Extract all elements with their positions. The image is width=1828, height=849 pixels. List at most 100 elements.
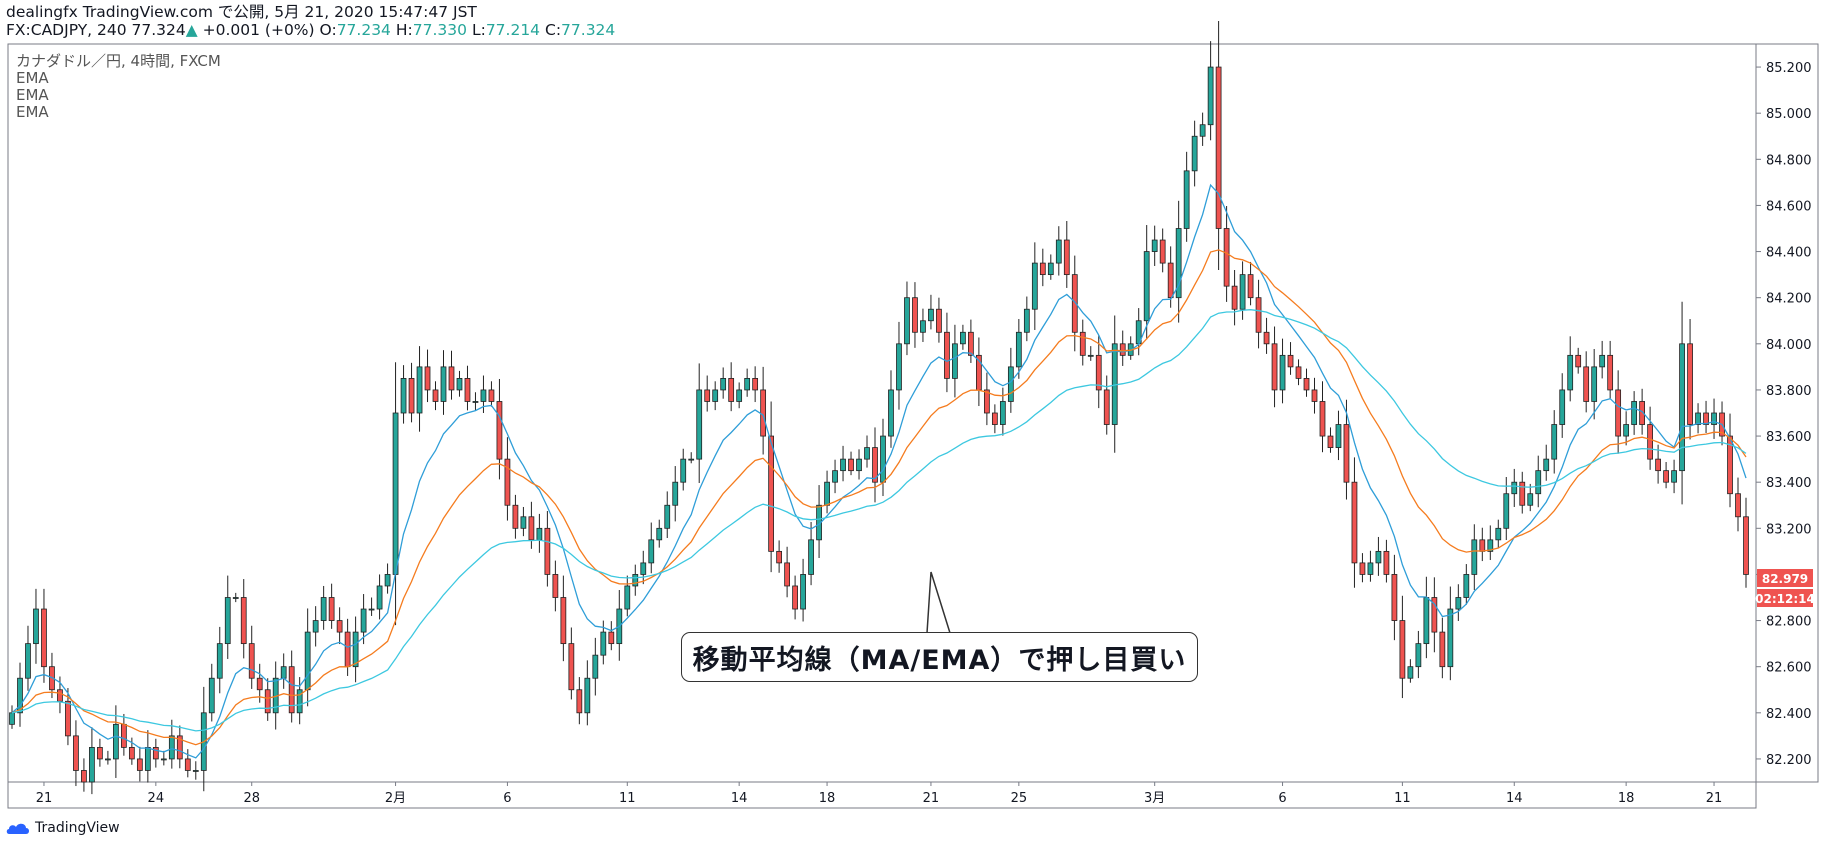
candle-body	[568, 643, 575, 691]
publish-info: dealingfx TradingView.com で公開, 5月 21, 20…	[6, 3, 477, 21]
candle-body	[1231, 285, 1238, 310]
candle-body	[1527, 493, 1534, 506]
candle-body	[744, 378, 751, 391]
last-price-label: 82.979	[1762, 572, 1808, 586]
candle-body	[1679, 343, 1685, 472]
candle-body	[1439, 631, 1446, 668]
candle-body	[440, 366, 447, 402]
candle-body	[1511, 481, 1518, 495]
candle-body	[520, 516, 527, 529]
y-tick-label: 84.200	[1766, 292, 1812, 307]
y-tick-label: 85.000	[1766, 107, 1812, 122]
candle-body	[544, 527, 551, 575]
x-tick-label: 6	[503, 791, 511, 806]
candle-body	[1623, 424, 1630, 437]
y-tick-label: 83.200	[1766, 522, 1812, 537]
y-tick-label: 82.400	[1766, 707, 1812, 722]
candle-body	[1079, 331, 1086, 356]
candle-body	[504, 458, 511, 506]
candle-body	[808, 539, 814, 575]
candle-body	[73, 735, 79, 771]
candle-body	[936, 308, 942, 333]
candle-body	[552, 574, 559, 598]
candle-body	[856, 458, 862, 472]
candle-body	[9, 712, 15, 725]
candle-body	[1239, 274, 1246, 310]
candle-body	[41, 608, 47, 668]
candle-body	[1151, 239, 1158, 252]
ema-slow-line	[11, 309, 1747, 732]
candle-body	[488, 389, 495, 402]
candle-body	[664, 504, 671, 529]
candle-body	[1103, 389, 1110, 425]
candle-body	[1063, 239, 1070, 276]
chart-legend-title: カナダドル／円, 4時間, FXCM	[16, 52, 221, 70]
candle-body	[65, 700, 71, 737]
candle-body	[1223, 228, 1230, 287]
candle-body	[728, 378, 735, 402]
candle-body	[1695, 412, 1701, 425]
candle-body	[1183, 170, 1190, 229]
candle-body	[1383, 550, 1390, 575]
candle-body	[240, 597, 247, 645]
candle-body	[1495, 527, 1502, 541]
y-tick-label: 85.200	[1766, 61, 1812, 76]
x-tick-label: 6	[1278, 791, 1286, 806]
candle-body	[1143, 251, 1150, 322]
symbol-ohlc-line: FX:CADJPY, 240 77.324▲ +0.001 (+0%) O:77…	[6, 21, 615, 39]
candle-body	[760, 389, 767, 437]
candle-body	[416, 366, 423, 414]
candle-body	[1583, 366, 1590, 402]
x-tick-label: 2月	[385, 791, 406, 806]
candle-body	[1447, 608, 1454, 668]
candle-body	[120, 723, 127, 748]
candle-body	[991, 412, 998, 425]
indicator-legend-ema-3[interactable]: EMA	[16, 103, 49, 121]
candle-body	[1519, 481, 1526, 506]
indicator-legend-ema-1[interactable]: EMA	[16, 69, 49, 87]
tradingview-logo[interactable]: TradingView	[6, 820, 120, 836]
low-label: L:	[471, 21, 486, 39]
candle-body	[144, 747, 151, 771]
candle-body	[208, 677, 215, 714]
candle-body	[624, 585, 631, 610]
candle-body	[97, 747, 103, 760]
candle-body	[1559, 389, 1566, 425]
candle-body	[960, 331, 966, 345]
x-tick-label: 25	[1011, 791, 1028, 806]
candle-body	[688, 458, 695, 461]
candle-body	[464, 378, 471, 402]
candle-body	[608, 631, 615, 645]
candle-body	[1391, 574, 1398, 621]
indicator-legend-ema-2[interactable]: EMA	[16, 86, 49, 104]
candle-body	[1487, 539, 1494, 552]
candle-body	[864, 447, 870, 460]
candle-body	[1199, 124, 1206, 137]
candle-body	[1175, 228, 1182, 299]
candle-body	[448, 366, 455, 391]
candle-body	[824, 481, 830, 506]
candle-body	[1167, 262, 1174, 299]
candle-body	[432, 389, 439, 402]
candle-body	[1703, 412, 1709, 425]
candle-body	[999, 401, 1006, 425]
candle-body	[192, 770, 199, 772]
candle-body	[424, 366, 431, 391]
candle-body	[1599, 354, 1606, 368]
candle-body	[1015, 331, 1022, 368]
candle-body	[672, 481, 679, 506]
y-tick-label: 82.200	[1766, 753, 1812, 768]
candle-body	[1119, 343, 1126, 356]
candle-body	[81, 770, 87, 783]
candle-body	[656, 527, 663, 541]
candle-body	[33, 608, 39, 645]
candle-body	[328, 597, 335, 621]
candle-body	[1735, 493, 1741, 518]
ema-fast-line	[11, 183, 1747, 759]
candle-body	[632, 574, 639, 587]
x-tick-label: 21	[36, 791, 53, 806]
candle-body	[848, 458, 854, 472]
candle-body	[1655, 458, 1661, 472]
last-price-tag	[1757, 569, 1813, 587]
